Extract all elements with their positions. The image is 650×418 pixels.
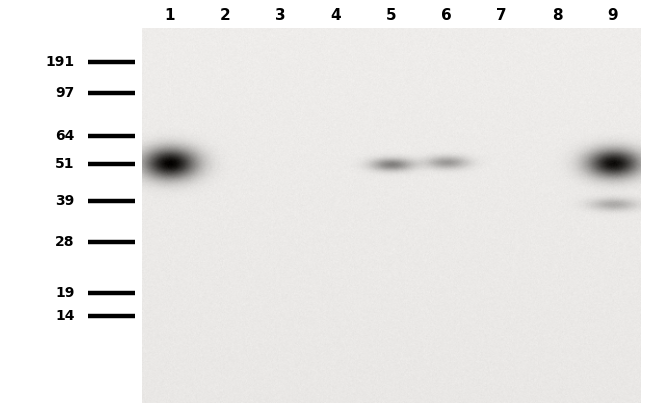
Text: 2: 2 bbox=[220, 8, 230, 23]
Text: 39: 39 bbox=[55, 194, 75, 208]
Text: 64: 64 bbox=[55, 129, 75, 143]
Text: 8: 8 bbox=[552, 8, 562, 23]
Bar bbox=[142, 29, 640, 403]
Text: 5: 5 bbox=[385, 8, 396, 23]
Text: 6: 6 bbox=[441, 8, 452, 23]
Text: 14: 14 bbox=[55, 309, 75, 323]
Text: 51: 51 bbox=[55, 157, 75, 171]
Text: 97: 97 bbox=[55, 86, 75, 100]
Text: 9: 9 bbox=[607, 8, 618, 23]
Text: 28: 28 bbox=[55, 234, 75, 249]
Text: 191: 191 bbox=[46, 55, 75, 69]
Text: 19: 19 bbox=[55, 285, 75, 300]
Text: 1: 1 bbox=[164, 8, 175, 23]
Text: 7: 7 bbox=[497, 8, 507, 23]
Text: 4: 4 bbox=[330, 8, 341, 23]
Text: 3: 3 bbox=[275, 8, 285, 23]
